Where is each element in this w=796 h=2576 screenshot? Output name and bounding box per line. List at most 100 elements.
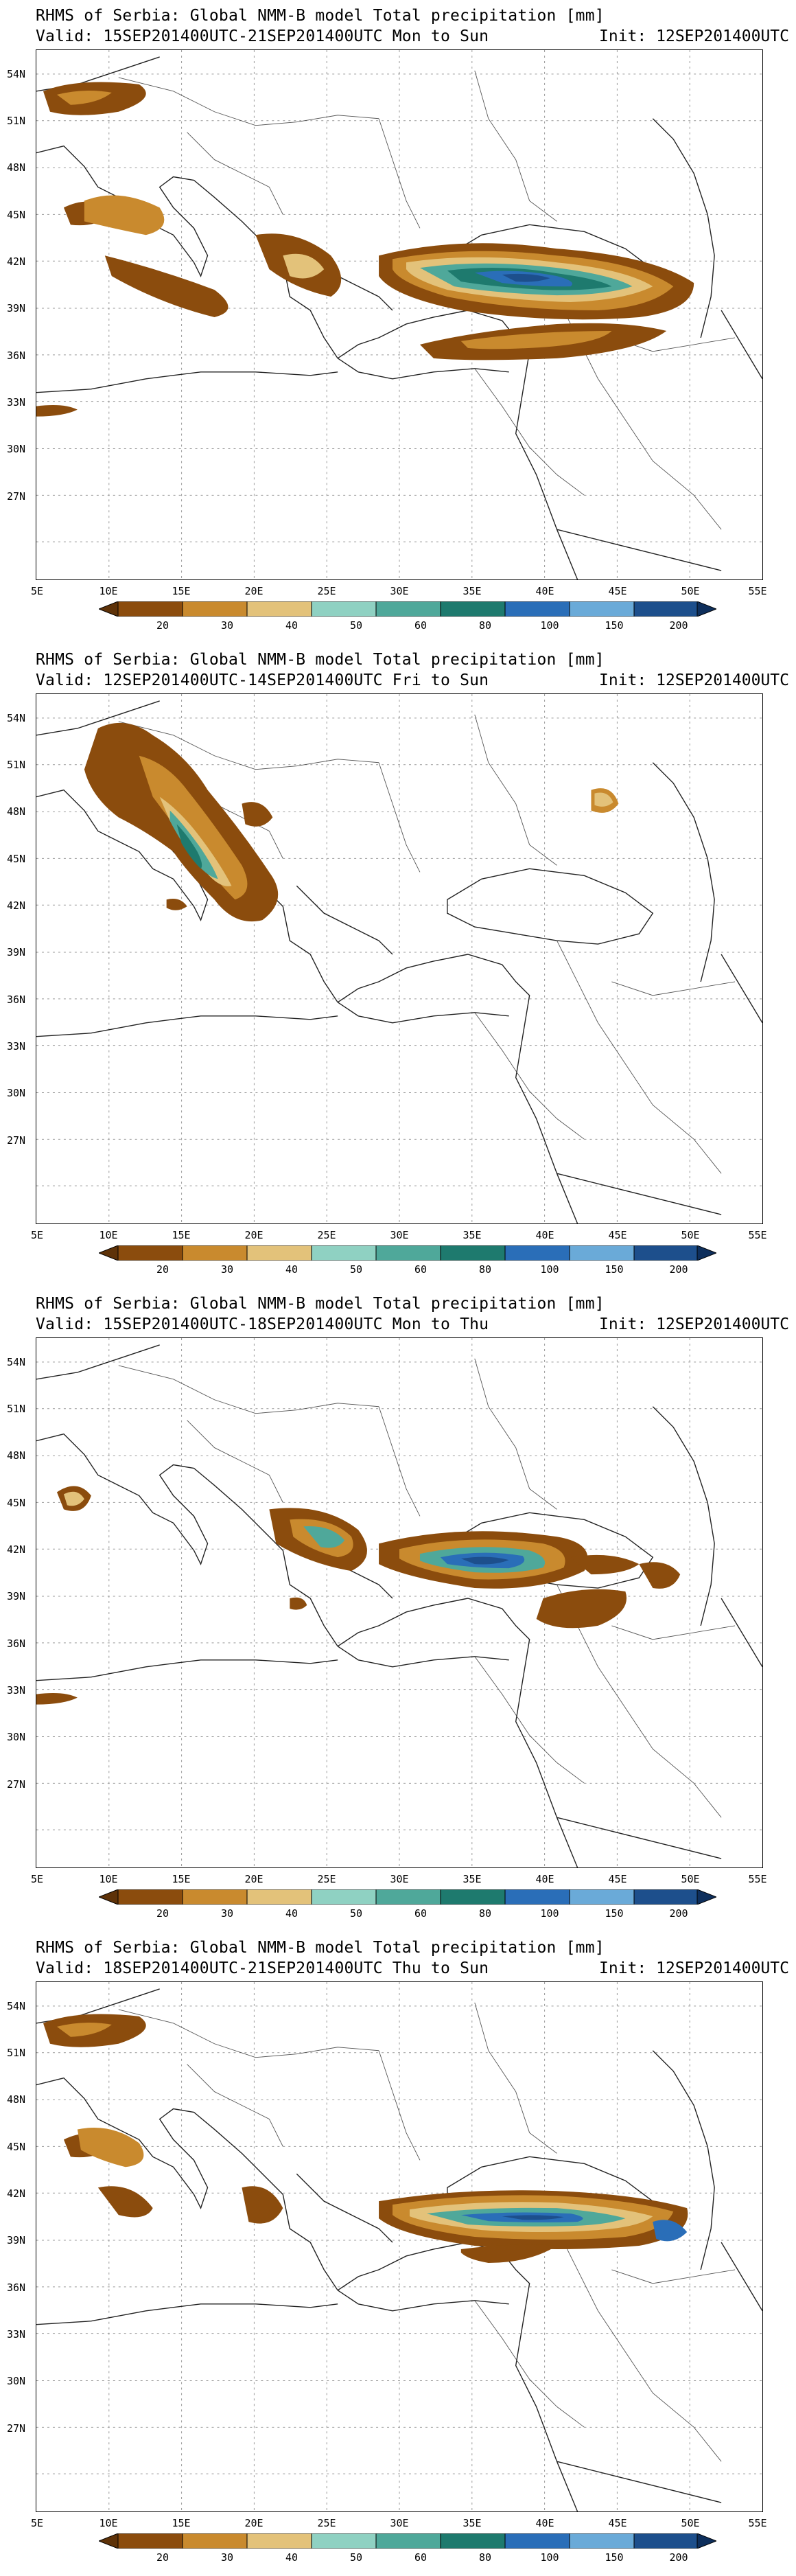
- map-title: RHMS of Serbia: Global NMM-B model Total…: [36, 7, 605, 25]
- x-tick-label: 55E: [748, 1873, 767, 1885]
- colorbar-label: 50: [349, 619, 363, 632]
- x-tick-label: 25E: [317, 2517, 336, 2529]
- precipitation-map: [36, 693, 763, 1224]
- y-tick-label: 33N: [7, 1040, 26, 1053]
- x-tick-label: 40E: [535, 2517, 554, 2529]
- y-tick-label: 33N: [7, 2328, 26, 2341]
- y-tick-label: 51N: [7, 1403, 26, 1415]
- x-tick-label: 20E: [244, 1873, 264, 1885]
- colorbar: [99, 1245, 716, 1261]
- colorbar-label: 200: [669, 619, 688, 632]
- colorbar-label: 30: [220, 1907, 234, 1920]
- map-gridlines: [36, 1982, 762, 2511]
- x-tick-label: 45E: [608, 585, 627, 597]
- colorbar-label: 40: [285, 2551, 298, 2564]
- colorbar-label: 200: [669, 1263, 688, 1276]
- y-tick-label: 39N: [7, 1590, 26, 1602]
- x-tick-label: 30E: [390, 2517, 409, 2529]
- x-tick-label: 25E: [317, 1873, 336, 1885]
- y-tick-label: 42N: [7, 2187, 26, 2200]
- y-tick-label: 42N: [7, 255, 26, 268]
- colorbar-label: 20: [156, 2551, 169, 2564]
- x-tick-label: 50E: [681, 1229, 700, 1241]
- y-tick-label: 36N: [7, 2281, 26, 2294]
- y-tick-label: 54N: [7, 712, 26, 724]
- colorbar-label: 100: [540, 1907, 559, 1920]
- x-tick-label: 15E: [172, 1229, 191, 1241]
- colorbar-label: 100: [540, 2551, 559, 2564]
- y-tick-label: 45N: [7, 1497, 26, 1509]
- colorbar-label: 40: [285, 1907, 298, 1920]
- colorbar: [99, 2533, 716, 2549]
- x-tick-label: 5E: [30, 2517, 44, 2529]
- x-tick-label: 50E: [681, 1873, 700, 1885]
- y-tick-label: 33N: [7, 1684, 26, 1697]
- x-tick-label: 30E: [390, 585, 409, 597]
- x-tick-label: 10E: [99, 2517, 118, 2529]
- colorbar-label: 50: [349, 1263, 363, 1276]
- y-tick-label: 48N: [7, 2093, 26, 2106]
- colorbar-label: 20: [156, 1263, 169, 1276]
- y-tick-label: 27N: [7, 1134, 26, 1147]
- x-tick-label: 15E: [172, 585, 191, 597]
- colorbar-label: 200: [669, 2551, 688, 2564]
- map-panel-2: RHMS of Serbia: Global NMM-B model Total…: [0, 644, 796, 1288]
- init-time: Init: 12SEP201400UTC: [599, 1959, 789, 1977]
- colorbar-label: 80: [478, 619, 492, 632]
- colorbar-label: 150: [605, 619, 624, 632]
- y-tick-label: 45N: [7, 853, 26, 865]
- precipitation-map: [36, 1337, 763, 1868]
- colorbar-label: 20: [156, 619, 169, 632]
- coastlines: [36, 700, 762, 1223]
- colorbar-label: 40: [285, 1263, 298, 1276]
- y-tick-label: 42N: [7, 1543, 26, 1556]
- y-tick-label: 39N: [7, 2234, 26, 2246]
- y-tick-label: 36N: [7, 349, 26, 362]
- y-tick-label: 45N: [7, 2141, 26, 2153]
- x-tick-label: 20E: [244, 2517, 264, 2529]
- x-tick-label: 40E: [535, 1229, 554, 1241]
- colorbar-label: 60: [414, 1907, 428, 1920]
- country-borders: [118, 1358, 736, 1818]
- y-tick-label: 51N: [7, 2047, 26, 2059]
- y-tick-label: 36N: [7, 993, 26, 1006]
- x-tick-label: 50E: [681, 585, 700, 597]
- y-tick-label: 30N: [7, 443, 26, 455]
- colorbar-label: 50: [349, 2551, 363, 2564]
- colorbar-label: 80: [478, 1263, 492, 1276]
- precip-field: [43, 2014, 688, 2263]
- y-tick-label: 54N: [7, 2000, 26, 2012]
- y-tick-label: 27N: [7, 1778, 26, 1791]
- y-tick-label: 30N: [7, 1731, 26, 1743]
- x-tick-label: 40E: [535, 1873, 554, 1885]
- colorbar-label: 20: [156, 1907, 169, 1920]
- colorbar-label: 80: [478, 1907, 492, 1920]
- x-tick-label: 50E: [681, 2517, 700, 2529]
- x-tick-label: 45E: [608, 1229, 627, 1241]
- colorbar-label: 200: [669, 1907, 688, 1920]
- x-tick-label: 25E: [317, 1229, 336, 1241]
- colorbar: [99, 1889, 716, 1905]
- y-tick-label: 45N: [7, 209, 26, 221]
- valid-period: Valid: 18SEP201400UTC-21SEP201400UTC Thu…: [36, 1959, 489, 1977]
- x-tick-label: 45E: [608, 1873, 627, 1885]
- x-tick-label: 35E: [463, 1229, 482, 1241]
- y-tick-label: 39N: [7, 946, 26, 958]
- valid-period: Valid: 12SEP201400UTC-14SEP201400UTC Fri…: [36, 671, 489, 689]
- map-panel-1: RHMS of Serbia: Global NMM-B model Total…: [0, 0, 796, 644]
- colorbar-label: 60: [414, 2551, 428, 2564]
- x-tick-label: 45E: [608, 2517, 627, 2529]
- x-tick-label: 15E: [172, 1873, 191, 1885]
- x-tick-label: 10E: [99, 585, 118, 597]
- colorbar-label: 150: [605, 1263, 624, 1276]
- valid-period: Valid: 15SEP201400UTC-18SEP201400UTC Mon…: [36, 1315, 489, 1333]
- y-tick-label: 27N: [7, 490, 26, 503]
- x-tick-label: 55E: [748, 1229, 767, 1241]
- precip-field: [84, 722, 619, 922]
- x-tick-label: 55E: [748, 585, 767, 597]
- x-tick-label: 5E: [30, 1229, 44, 1241]
- x-tick-label: 30E: [390, 1229, 409, 1241]
- map-title: RHMS of Serbia: Global NMM-B model Total…: [36, 651, 605, 669]
- country-borders: [118, 714, 736, 1174]
- coastlines: [36, 1344, 762, 1867]
